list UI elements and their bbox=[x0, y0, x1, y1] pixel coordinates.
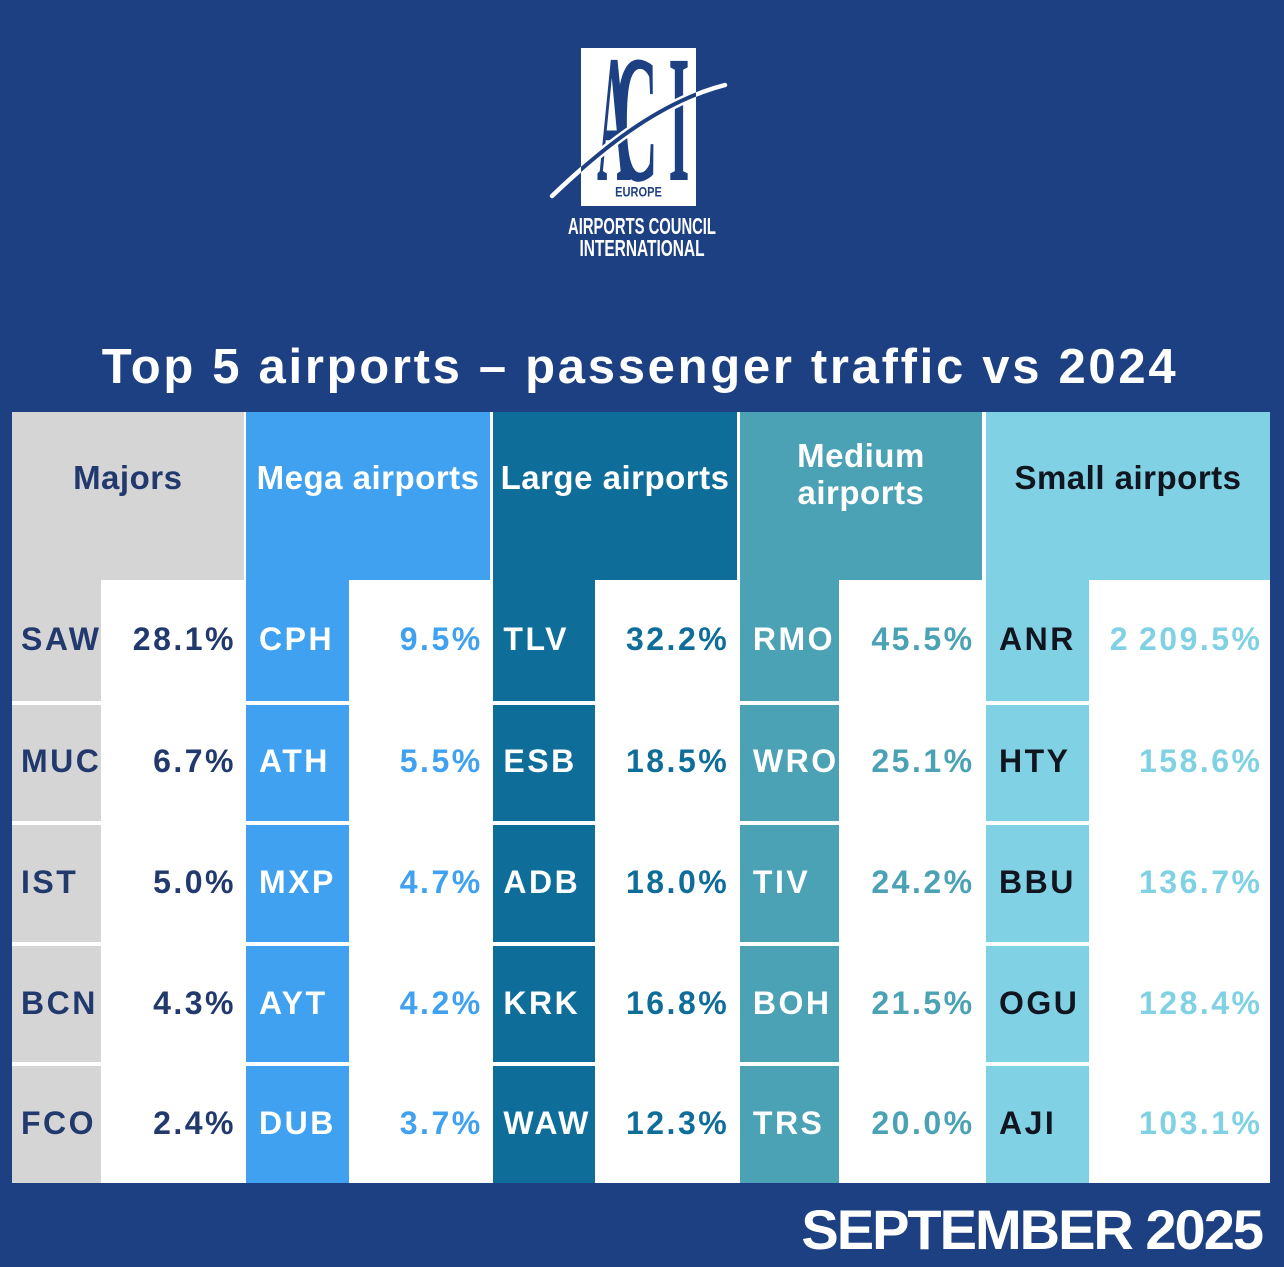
svg-text:EUROPE: EUROPE bbox=[615, 184, 662, 199]
svg-text:A: A bbox=[597, 40, 631, 215]
svg-text:I: I bbox=[669, 40, 690, 215]
